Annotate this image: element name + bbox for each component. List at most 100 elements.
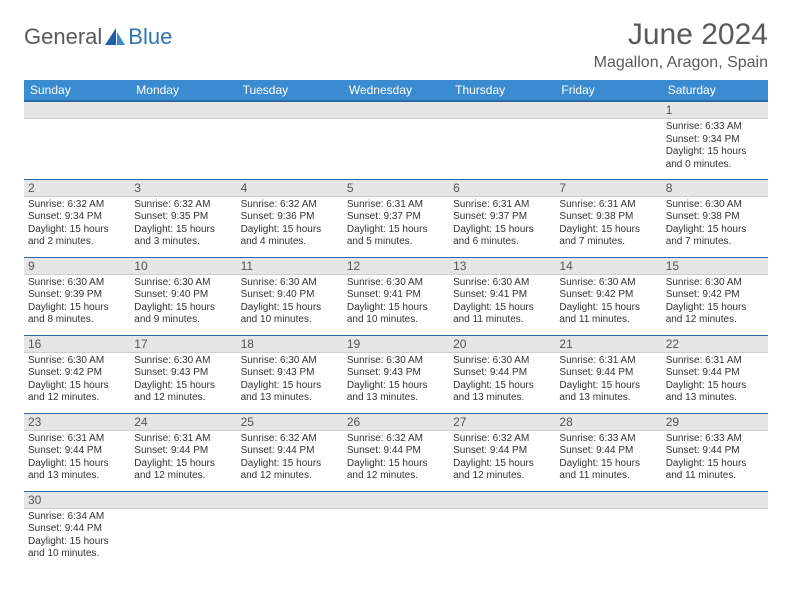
daylight-1: Daylight: 15 hours (559, 224, 657, 237)
daylight-2: and 11 minutes. (453, 314, 551, 327)
sunrise: Sunrise: 6:30 AM (134, 277, 232, 290)
day-number: 16 (24, 336, 130, 353)
sunset: Sunset: 9:43 PM (347, 367, 445, 380)
daylight-2: and 3 minutes. (134, 236, 232, 249)
sunrise: Sunrise: 6:32 AM (28, 199, 126, 212)
day-cell: 10Sunrise: 6:30 AMSunset: 9:40 PMDayligh… (130, 257, 236, 335)
day-number: 8 (662, 180, 768, 197)
daylight-2: and 12 minutes. (134, 470, 232, 483)
daylight-1: Daylight: 15 hours (28, 536, 126, 549)
daylight-2: and 11 minutes. (559, 470, 657, 483)
dow-friday: Friday (555, 80, 661, 101)
day-cell: 30Sunrise: 6:34 AMSunset: 9:44 PMDayligh… (24, 491, 130, 569)
day-number: 18 (237, 336, 343, 353)
day-number (449, 102, 555, 119)
daylight-2: and 10 minutes. (347, 314, 445, 327)
day-cell: 6Sunrise: 6:31 AMSunset: 9:37 PMDaylight… (449, 179, 555, 257)
sunset: Sunset: 9:44 PM (559, 445, 657, 458)
sunset: Sunset: 9:38 PM (666, 211, 764, 224)
sunset: Sunset: 9:44 PM (453, 367, 551, 380)
sunrise: Sunrise: 6:31 AM (559, 355, 657, 368)
week-row: 2Sunrise: 6:32 AMSunset: 9:34 PMDaylight… (24, 179, 768, 257)
day-number (449, 492, 555, 509)
sunset: Sunset: 9:44 PM (559, 367, 657, 380)
sunrise: Sunrise: 6:30 AM (666, 277, 764, 290)
sunset: Sunset: 9:42 PM (28, 367, 126, 380)
daylight-1: Daylight: 15 hours (453, 380, 551, 393)
daylight-2: and 12 minutes. (241, 470, 339, 483)
day-number: 17 (130, 336, 236, 353)
week-row: 9 Sunrise: 6:30 AM Sunset: 9:39 PM Daylight… (24, 257, 768, 335)
day-cell: 25Sunrise: 6:32 AMSunset: 9:44 PMDayligh… (237, 413, 343, 491)
sunrise: Sunrise: 6:32 AM (241, 433, 339, 446)
day-number: 7 (555, 180, 661, 197)
daylight-2: and 5 minutes. (347, 236, 445, 249)
sunset: Sunset: 9:34 PM (666, 134, 764, 147)
sunset: Sunset: 9:42 PM (559, 289, 657, 302)
daylight-1: Daylight: 15 hours (347, 458, 445, 471)
sunset: Sunset: 9:42 PM (666, 289, 764, 302)
day-cell: 14Sunrise: 6:30 AMSunset: 9:42 PMDayligh… (555, 257, 661, 335)
day-cell: 26Sunrise: 6:32 AMSunset: 9:44 PMDayligh… (343, 413, 449, 491)
sunset: Sunset: 9:44 PM (28, 445, 126, 458)
day-number (24, 102, 130, 119)
week-row: 16Sunrise: 6:30 AMSunset: 9:42 PMDayligh… (24, 335, 768, 413)
day-cell: 5Sunrise: 6:31 AMSunset: 9:37 PMDaylight… (343, 179, 449, 257)
sunrise: Sunrise: 6:30 AM (453, 355, 551, 368)
sunrise: Sunrise: 6:31 AM (666, 355, 764, 368)
daylight-2: and 12 minutes. (134, 392, 232, 405)
daylight-1: Daylight: 15 hours (28, 458, 126, 471)
sunrise: Sunrise: 6:30 AM (28, 355, 126, 368)
daylight-2: and 13 minutes. (559, 392, 657, 405)
sunrise: Sunrise: 6:30 AM (666, 199, 764, 212)
daylight-1: Daylight: 15 hours (134, 458, 232, 471)
day-number: 23 (24, 414, 130, 431)
sunset: Sunset: 9:35 PM (134, 211, 232, 224)
day-cell: 27Sunrise: 6:32 AMSunset: 9:44 PMDayligh… (449, 413, 555, 491)
day-number: 12 (343, 258, 449, 275)
calendar-table: Sunday Monday Tuesday Wednesday Thursday… (24, 80, 768, 569)
daylight-1: Daylight: 15 hours (347, 302, 445, 315)
day-number: 27 (449, 414, 555, 431)
day-cell (130, 491, 236, 569)
daylight-2: and 12 minutes. (453, 470, 551, 483)
day-number: 11 (237, 258, 343, 275)
day-cell: 13Sunrise: 6:30 AMSunset: 9:41 PMDayligh… (449, 257, 555, 335)
day-cell: 12Sunrise: 6:30 AMSunset: 9:41 PMDayligh… (343, 257, 449, 335)
daylight-2: and 2 minutes. (28, 236, 126, 249)
daylight-2: and 11 minutes. (559, 314, 657, 327)
day-number: 9 (24, 258, 130, 275)
sunset: Sunset: 9:44 PM (134, 445, 232, 458)
daylight-1: Daylight: 15 hours (134, 380, 232, 393)
sunset: Sunset: 9:43 PM (241, 367, 339, 380)
day-number: 5 (343, 180, 449, 197)
daylight-2: and 13 minutes. (666, 392, 764, 405)
day-number: 30 (24, 492, 130, 509)
daylight-1: Daylight: 15 hours (134, 224, 232, 237)
sunrise: Sunrise: 6:30 AM (241, 355, 339, 368)
day-cell: 4Sunrise: 6:32 AMSunset: 9:36 PMDaylight… (237, 179, 343, 257)
daylight-2: and 12 minutes. (28, 392, 126, 405)
day-cell: 19Sunrise: 6:30 AMSunset: 9:43 PMDayligh… (343, 335, 449, 413)
sunset: Sunset: 9:37 PM (347, 211, 445, 224)
dow-tuesday: Tuesday (237, 80, 343, 101)
day-cell (662, 491, 768, 569)
day-cell: 3Sunrise: 6:32 AMSunset: 9:35 PMDaylight… (130, 179, 236, 257)
sunset: Sunset: 9:41 PM (347, 289, 445, 302)
day-number (662, 492, 768, 509)
logo-text-2: Blue (128, 24, 172, 50)
daylight-1: Daylight: 15 hours (559, 458, 657, 471)
sunrise: Sunrise: 6:33 AM (666, 121, 764, 134)
day-cell: 23 Sunrise: 6:31 AMSunset: 9:44 PMDayligh… (24, 413, 130, 491)
sunrise: Sunrise: 6:30 AM (347, 355, 445, 368)
daylight-2: and 12 minutes. (347, 470, 445, 483)
daylight-1: Daylight: 15 hours (347, 224, 445, 237)
sunset: Sunset: 9:39 PM (28, 289, 126, 302)
day-number: 10 (130, 258, 236, 275)
daylight-1: Daylight: 15 hours (559, 302, 657, 315)
day-number: 25 (237, 414, 343, 431)
sunrise: Sunrise: 6:31 AM (28, 433, 126, 446)
daylight-1: Daylight: 15 hours (666, 146, 764, 159)
day-number: 2 (24, 180, 130, 197)
day-number: 4 (237, 180, 343, 197)
